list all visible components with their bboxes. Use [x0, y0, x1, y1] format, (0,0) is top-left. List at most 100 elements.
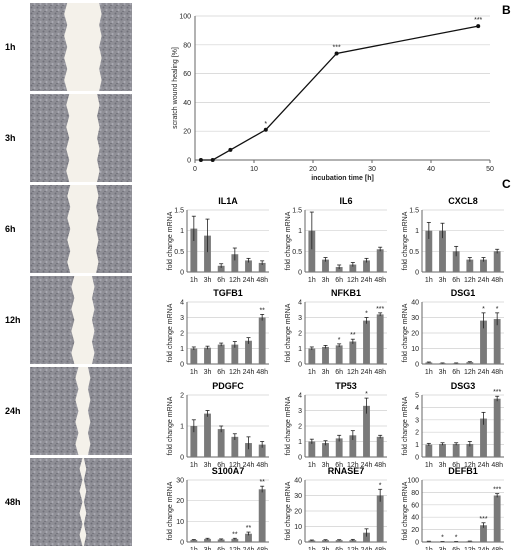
bar — [439, 230, 446, 272]
x-tick-label: 48h — [256, 277, 268, 284]
data-point — [334, 51, 339, 56]
y-tick-label: 2 — [180, 331, 184, 338]
wound-gap — [66, 94, 100, 182]
bar — [204, 347, 211, 364]
bar-chart-dsg1: DSG1 fold change mRNA 0 10 20 30 40 1h 3h 6h 12h 24… — [402, 288, 504, 376]
chart-title: TGFB1 — [213, 288, 243, 298]
y-axis-label: fold change mRNA — [402, 481, 409, 540]
x-axis-label: incubation time [h] — [311, 175, 374, 182]
bar — [425, 541, 433, 542]
bar — [190, 348, 198, 364]
significance-marker: * — [338, 337, 341, 344]
bar — [308, 540, 316, 542]
bar-chart-rnase7: RNASE7 fold change mRNA 0 10 20 30 40 1h 3h 6h 12h… — [285, 466, 387, 550]
y-axis-label: fold change mRNA — [167, 396, 174, 455]
y-tick-label: 0 — [298, 362, 302, 369]
y-tick-label: 0 — [187, 158, 191, 165]
bar — [335, 438, 343, 457]
y-tick-label: 4 — [298, 393, 302, 400]
chart-title: RNASE7 — [328, 466, 365, 476]
line-chart-wound-healing: 0 20 40 60 80 100 0 10 20 30 40 50 incubation time [… — [172, 14, 494, 183]
bar — [308, 230, 316, 272]
panel-c-letter: C — [502, 177, 511, 191]
chart-title: TP53 — [335, 381, 357, 391]
bar — [466, 541, 474, 542]
bar — [466, 362, 474, 364]
bar — [245, 340, 252, 364]
micrograph-label: 48h — [5, 497, 21, 507]
y-tick-label: 0 — [298, 270, 302, 277]
x-tick-label: 1h — [190, 547, 198, 550]
bar — [190, 426, 198, 457]
bar-chart-pdgfc: PDGFC fold change mRNA 0 1 2 1h 3h 6h 12h 24h 48h — [167, 381, 269, 469]
significance-marker: ** — [232, 531, 238, 538]
y-axis-label: fold change mRNA — [285, 211, 292, 270]
x-tick-label: 6h — [217, 462, 225, 469]
x-tick-label: 24h — [478, 277, 490, 284]
y-tick-label: 2 — [298, 424, 302, 431]
micrograph-column: 1h 3h 6h 12h 24h 48h — [5, 3, 132, 546]
y-tick-label: 0 — [415, 455, 419, 462]
significance-marker: * — [365, 391, 368, 398]
wound-gap — [79, 458, 87, 546]
y-axis-label: scratch wound healing [%] — [172, 47, 179, 129]
x-tick-label: 1h — [308, 462, 316, 469]
chart-title: PDGFC — [212, 381, 244, 391]
y-tick-label: 0 — [298, 455, 302, 462]
x-tick-label: 1h — [425, 547, 433, 550]
x-tick-label: 48h — [491, 369, 503, 376]
bar — [245, 260, 252, 272]
bar — [466, 443, 474, 457]
bar — [439, 363, 446, 364]
significance-marker: *** — [493, 487, 501, 494]
wound-gap — [71, 276, 95, 364]
y-axis-label: fold change mRNA — [285, 396, 292, 455]
x-tick-label: 1h — [308, 277, 316, 284]
y-tick-label: 3 — [298, 315, 302, 322]
x-tick-label: 1h — [190, 462, 198, 469]
significance-marker: *** — [493, 389, 501, 396]
panel-b-letter: B — [502, 3, 511, 17]
y-tick-label: 20 — [294, 509, 302, 516]
y-tick-label: 40 — [411, 515, 419, 522]
bar-chart-cxcl8: CXCL8 fold change mRNA 0 0.5 1 1.5 1h 3h 6h 12h 24… — [402, 196, 504, 284]
x-tick-label: 12h — [229, 369, 241, 376]
x-tick-label: 12h — [229, 462, 241, 469]
y-tick-label: 1 — [180, 346, 184, 353]
x-tick-label: 6h — [452, 462, 460, 469]
x-tick-label: 6h — [217, 277, 225, 284]
x-tick-label: 3h — [439, 369, 447, 376]
bar — [363, 320, 370, 364]
y-tick-label: 80 — [183, 42, 191, 49]
chart-title: DSG1 — [451, 288, 476, 298]
y-tick-label: 30 — [411, 315, 419, 322]
x-tick-label: 1h — [308, 547, 316, 550]
data-point — [228, 147, 233, 152]
x-tick-label: 30 — [368, 166, 376, 173]
y-tick-label: 60 — [411, 502, 419, 509]
x-tick-label: 48h — [491, 547, 503, 550]
data-point — [210, 158, 215, 162]
significance-marker: *** — [333, 44, 341, 51]
x-tick-label: 12h — [464, 547, 476, 550]
bar-chart-nfkb1: NFKB1 fold change mRNA 0 1 2 3 4 1h 3h 6h * 12h ** 24… — [285, 288, 387, 376]
bar — [376, 495, 384, 542]
data-point — [198, 158, 203, 162]
bar — [376, 436, 384, 457]
y-tick-label: 4 — [298, 300, 302, 307]
bar — [493, 319, 501, 364]
bar — [308, 441, 316, 457]
significance-marker: ** — [259, 479, 265, 486]
micrograph-label: 3h — [5, 133, 16, 143]
x-tick-label: 6h — [217, 547, 225, 550]
x-tick-label: 6h — [335, 277, 343, 284]
y-tick-label: 3 — [415, 417, 419, 424]
y-tick-label: 40 — [183, 100, 191, 107]
micrograph-label: 12h — [5, 315, 21, 325]
y-tick-label: 0 — [415, 362, 419, 369]
bar — [258, 262, 266, 272]
bar — [204, 538, 211, 542]
bar — [335, 540, 343, 542]
x-tick-label: 24h — [243, 277, 255, 284]
significance-marker: ** — [350, 332, 356, 339]
